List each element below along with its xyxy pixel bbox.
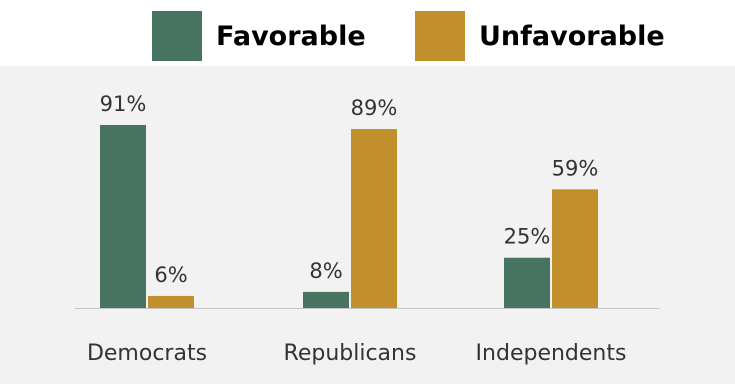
bar-independents-unfavorable (552, 189, 598, 308)
legend-label-unfavorable: Unfavorable (479, 20, 665, 52)
category-label-democrats: Democrats (87, 341, 207, 366)
bar-democrats-favorable (100, 125, 146, 308)
data-label-democrats-favorable: 91% (100, 92, 147, 116)
bar-independents-favorable (504, 257, 550, 308)
legend-item-unfavorable: Unfavorable (415, 8, 665, 64)
bar-republicans-favorable (303, 291, 349, 308)
legend-swatch-unfavorable (415, 11, 465, 61)
bar-republicans-unfavorable (351, 129, 397, 308)
legend-area: Favorable Unfavorable (0, 0, 735, 66)
bar-democrats-unfavorable (148, 295, 194, 308)
data-label-independents-favorable: 25% (504, 225, 551, 249)
legend-item-favorable: Favorable (152, 8, 366, 64)
data-label-republicans-favorable: 8% (309, 259, 342, 283)
legend-swatch-favorable (152, 11, 202, 61)
category-label-independents: Independents (476, 341, 627, 366)
data-label-republicans-unfavorable: 89% (351, 96, 398, 120)
category-label-republicans: Republicans (284, 341, 417, 366)
data-label-democrats-unfavorable: 6% (154, 263, 187, 287)
data-label-independents-unfavorable: 59% (552, 156, 599, 180)
legend-label-favorable: Favorable (216, 20, 366, 52)
